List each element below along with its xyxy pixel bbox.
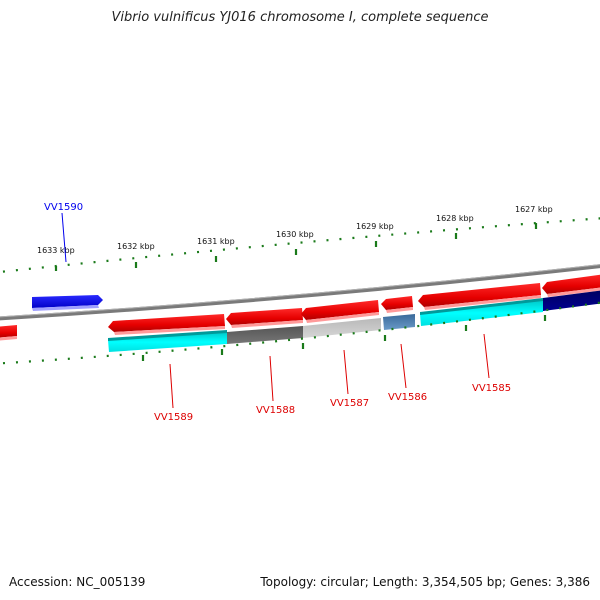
cds-vv1587[interactable] — [303, 318, 381, 338]
reverse-strand-genes — [0, 274, 600, 341]
tick-label-1631: 1631 kbp — [197, 237, 235, 246]
gene-label-vv1588[interactable]: VV1588 — [256, 405, 295, 416]
cds-vv1586[interactable] — [383, 314, 415, 330]
cds-vv1589[interactable] — [108, 330, 227, 352]
tick-label-1627: 1627 kbp — [515, 205, 553, 214]
gene-arrow-right-edge[interactable] — [542, 274, 600, 297]
leader-vv1589 — [169, 363, 174, 409]
gene-arrow-vv1588[interactable] — [226, 308, 303, 328]
map-title: Vibrio vulnificus YJ016 chromosome I, co… — [111, 10, 489, 25]
tick-label-1628: 1628 kbp — [436, 214, 474, 223]
kbp-labels: 1633 kbp 1632 kbp 1631 kbp 1630 kbp 1629… — [37, 205, 553, 255]
leader-vv1585 — [483, 333, 490, 379]
gene-arrow-left-edge[interactable] — [0, 325, 17, 341]
accession-text: Accession: NC_005139 — [9, 575, 146, 589]
tick-label-1632: 1632 kbp — [117, 242, 155, 251]
gene-label-vv1590[interactable]: VV1590 — [44, 202, 83, 213]
leader-vv1586 — [400, 343, 407, 389]
gene-arrow-vv1589[interactable] — [108, 314, 225, 335]
cds-vv1585[interactable] — [420, 298, 543, 326]
gene-label-vv1589[interactable]: VV1589 — [154, 412, 193, 423]
gene-arrow-vv1585[interactable] — [418, 283, 541, 310]
label-leaders — [61, 212, 490, 409]
tick-label-1630: 1630 kbp — [276, 230, 314, 239]
inner-tick-ring — [0, 301, 600, 365]
tick-label-1629: 1629 kbp — [356, 222, 394, 231]
gene-labels: VV1590 VV1589 VV1588 VV1587 VV1586 VV158… — [44, 202, 511, 423]
outer-tick-ring — [0, 217, 600, 274]
leader-vv1587 — [343, 349, 349, 395]
gene-vv1590[interactable] — [32, 295, 103, 311]
gene-label-vv1586[interactable]: VV1586 — [388, 392, 427, 403]
gene-label-vv1587[interactable]: VV1587 — [330, 398, 369, 409]
gene-label-vv1585[interactable]: VV1585 — [472, 383, 511, 394]
topology-text: Topology: circular; Length: 3,354,505 bp… — [260, 575, 590, 589]
cds-right-edge[interactable] — [543, 290, 600, 311]
leader-vv1588 — [269, 355, 274, 402]
tick-label-1633: 1633 kbp — [37, 246, 75, 255]
cds-feature-track — [108, 290, 600, 352]
leader-vv1590 — [61, 212, 67, 263]
major-ticks — [54, 223, 538, 271]
gene-arrow-vv1586[interactable] — [381, 296, 413, 313]
chromosome-backbone — [0, 264, 600, 321]
gene-arrow-vv1587[interactable] — [301, 300, 379, 323]
cds-vv1588[interactable] — [227, 326, 303, 344]
